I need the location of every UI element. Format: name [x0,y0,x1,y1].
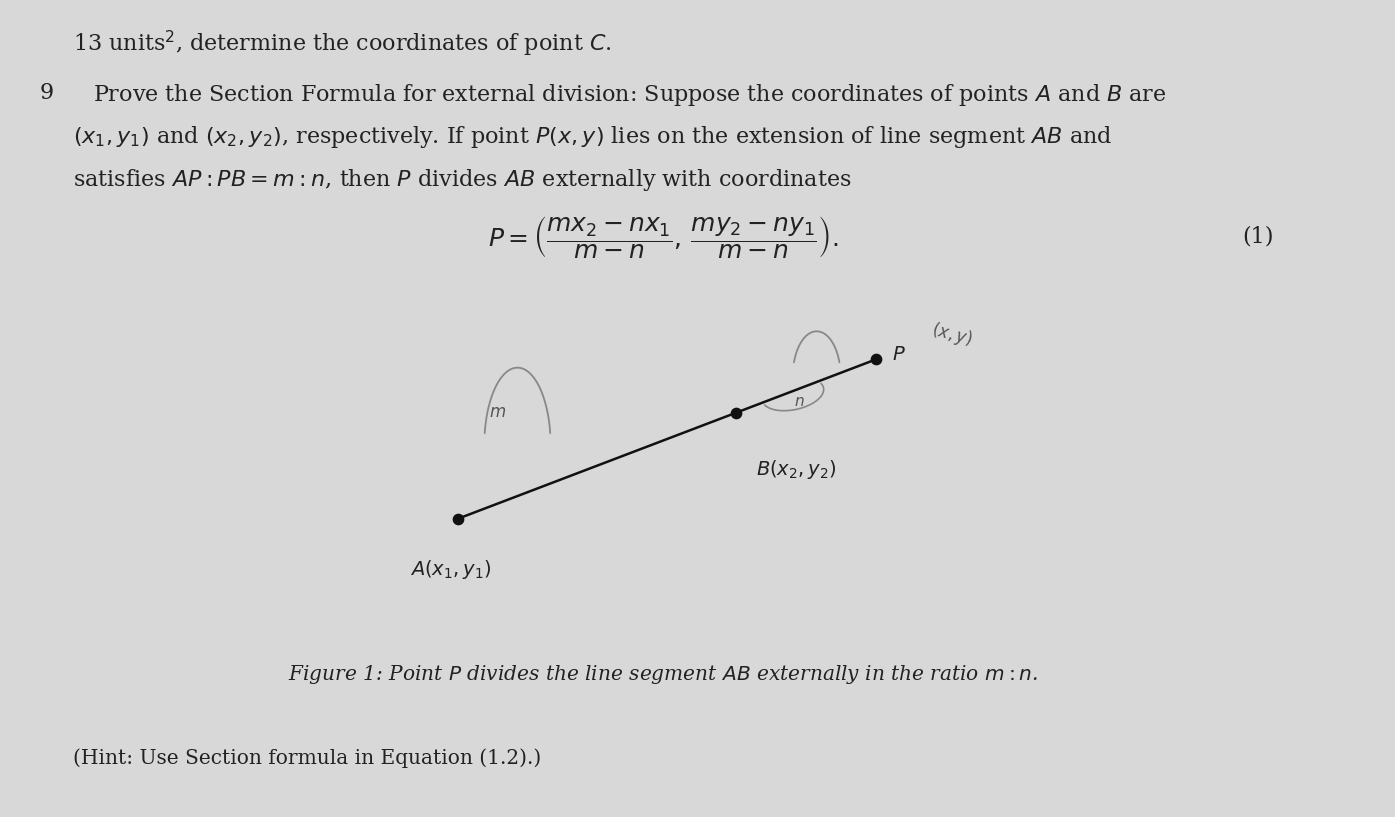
Text: Prove the Section Formula for external division: Suppose the coordinates of poin: Prove the Section Formula for external d… [93,82,1166,108]
Text: $n$: $n$ [794,395,805,409]
Text: satisfies $AP : PB = m : n$, then $P$ divides $AB$ externally with coordinates: satisfies $AP : PB = m : n$, then $P$ di… [73,167,851,193]
Text: (1): (1) [1243,226,1274,248]
Text: 13 units$^2$, determine the coordinates of point $C$.: 13 units$^2$, determine the coordinates … [73,29,611,59]
Text: $A(x_1, y_1)$: $A(x_1, y_1)$ [410,558,492,581]
Text: $P$: $P$ [891,346,905,364]
Text: $P = \left(\dfrac{mx_2 - nx_1}{m - n},\, \dfrac{my_2 - ny_1}{m - n}\right).$: $P = \left(\dfrac{mx_2 - nx_1}{m - n},\,… [488,214,838,260]
Text: 9: 9 [40,82,54,104]
Point [865,353,887,366]
Text: $(x,y)$: $(x,y)$ [929,319,975,351]
Text: (Hint: Use Section formula in Equation (1.2).): (Hint: Use Section formula in Equation (… [73,748,541,768]
Point [446,512,469,525]
Text: $(x_1, y_1)$ and $(x_2, y_2)$, respectively. If point $P(x, y)$ lies on the exte: $(x_1, y_1)$ and $(x_2, y_2)$, respectiv… [73,124,1112,150]
Point [725,406,748,419]
Text: $m$: $m$ [490,404,506,421]
Text: $B(x_2, y_2)$: $B(x_2, y_2)$ [756,458,837,480]
Text: Figure 1: Point $P$ divides the line segment $AB$ externally in the ratio $m : n: Figure 1: Point $P$ divides the line seg… [289,663,1038,685]
